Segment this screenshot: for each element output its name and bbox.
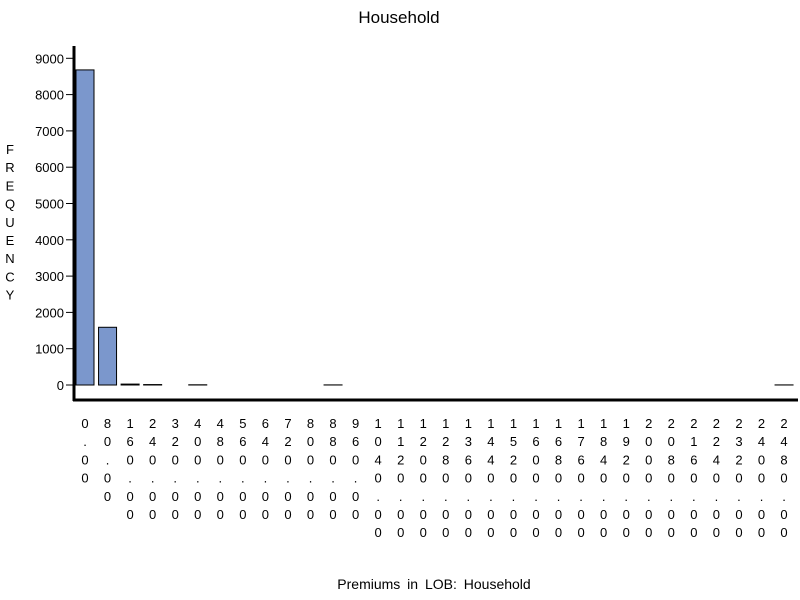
- y-tick-label: 5000: [35, 197, 64, 212]
- y-tick-label: 1000: [35, 342, 64, 357]
- y-tick-label: 4000: [35, 233, 64, 248]
- x-axis-label: Premiums in LOB: Household: [337, 576, 530, 592]
- bar: [120, 383, 140, 386]
- chart-title: Household: [358, 8, 439, 27]
- bar: [75, 69, 95, 386]
- y-tick-label: 6000: [35, 160, 64, 175]
- bar: [98, 326, 118, 386]
- y-tick-label: 7000: [35, 124, 64, 139]
- y-tick-label: 8000: [35, 88, 64, 103]
- plot-area: 0 1000 2000 3000 4000 5000 6000 7000 8000 9000 0. 0…: [35, 46, 798, 540]
- y-tick-label: 3000: [35, 269, 64, 284]
- y-tick-label: 9000: [35, 51, 64, 66]
- y-tick-label: 0: [57, 378, 64, 393]
- y-tick-label: 2000: [35, 305, 64, 320]
